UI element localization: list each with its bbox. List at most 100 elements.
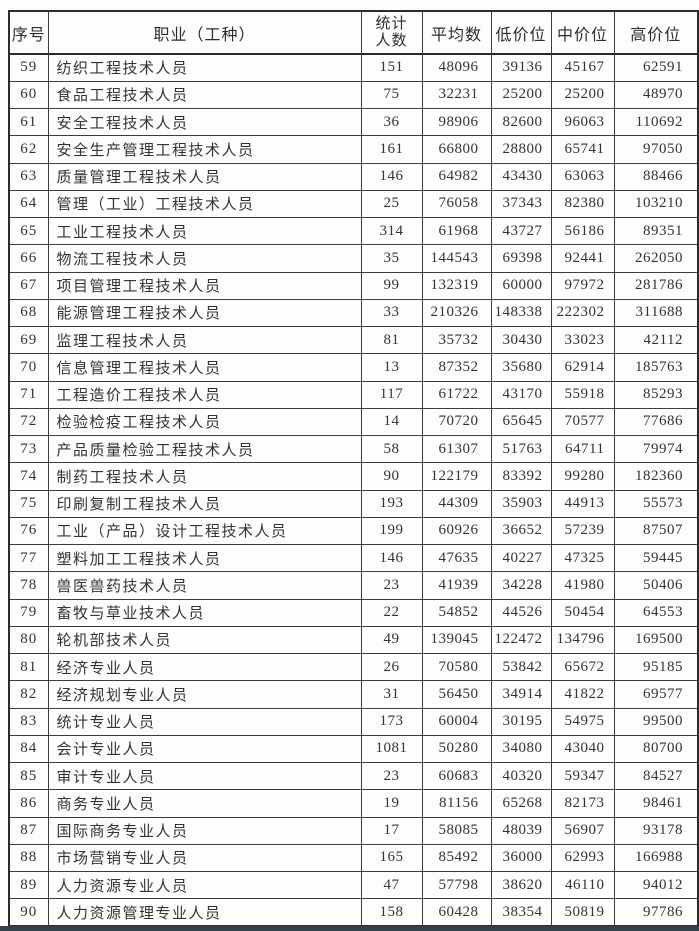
cell-mid-price: 134796 — [550, 625, 615, 655]
cell-occupation: 印刷复制工程技术人员 — [47, 489, 362, 518]
cell-mid-price: 50454 — [550, 598, 615, 627]
table-row: 71 工程造价工程技术人员 117 61722 43170 55918 8529… — [8, 380, 699, 409]
cell-no: 85 — [8, 761, 49, 791]
table-row: 84 会计专业人员 1081 50280 34080 43040 80700 — [8, 734, 699, 764]
table-row: 80 轮机部技术人员 49 139045 122472 134796 16950… — [8, 625, 699, 655]
table-row: 66 物流工程技术人员 35 144543 69398 92441 262050 — [8, 244, 699, 273]
cell-average: 64982 — [421, 162, 492, 191]
cell-high-price: 281786 — [613, 271, 699, 300]
cell-mid-price: 92441 — [550, 244, 615, 273]
cell-average: 60004 — [421, 707, 492, 736]
cell-mid-price: 33023 — [550, 325, 615, 355]
header-no: 序号 — [8, 10, 49, 55]
cell-occupation: 物流工程技术人员 — [47, 244, 362, 273]
cell-count: 117 — [360, 380, 423, 409]
cell-count: 49 — [360, 625, 423, 655]
table-row: 73 产品质量检验工程技术人员 58 61307 51763 64711 799… — [8, 434, 699, 464]
cell-no: 69 — [8, 325, 49, 355]
cell-average: 61722 — [421, 380, 492, 409]
table-row: 61 安全工程技术人员 36 98906 82600 96063 110692 — [8, 107, 699, 137]
cell-count: 193 — [360, 489, 423, 518]
cell-count: 81 — [360, 325, 423, 355]
cell-occupation: 人力资源管理专业人员 — [47, 898, 362, 927]
cell-average: 139045 — [421, 625, 492, 655]
cell-no: 89 — [8, 870, 49, 900]
cell-occupation: 经济规划专业人员 — [47, 680, 362, 709]
table-row: 74 制药工程技术人员 90 122179 83392 99280 182360 — [8, 462, 699, 491]
cell-low-price: 122472 — [490, 625, 552, 655]
header-mid-price: 中价位 — [550, 10, 615, 55]
cell-low-price: 40320 — [490, 761, 552, 791]
cell-count: 165 — [360, 843, 423, 873]
cell-high-price: 80700 — [613, 734, 699, 764]
table-row: 88 市场营销专业人员 165 85492 36000 62993 166988 — [8, 843, 699, 873]
cell-occupation: 商务专业人员 — [47, 789, 362, 818]
cell-low-price: 25200 — [490, 80, 552, 110]
cell-no: 88 — [8, 843, 49, 873]
cell-occupation: 人力资源专业人员 — [47, 870, 362, 900]
table-row: 63 质量管理工程技术人员 146 64982 43430 63063 8846… — [8, 162, 699, 191]
cell-high-price: 88466 — [613, 162, 699, 191]
cell-no: 83 — [8, 707, 49, 736]
cell-mid-price: 97972 — [550, 271, 615, 300]
cell-low-price: 36652 — [490, 516, 552, 546]
cell-occupation: 信息管理工程技术人员 — [47, 353, 362, 382]
cell-occupation: 国际商务专业人员 — [47, 816, 362, 845]
cell-high-price: 98461 — [613, 789, 699, 818]
cell-count: 151 — [360, 53, 423, 82]
cell-high-price: 89351 — [613, 216, 699, 246]
table-row: 62 安全生产管理工程技术人员 161 66800 28800 65741 97… — [8, 135, 699, 164]
cell-low-price: 38620 — [490, 870, 552, 900]
cell-high-price: 93178 — [613, 816, 699, 845]
cell-average: 60428 — [421, 898, 492, 927]
cell-average: 41939 — [421, 571, 492, 600]
cell-high-price: 182360 — [613, 462, 699, 491]
table-row: 86 商务专业人员 19 81156 65268 82173 98461 — [8, 789, 699, 818]
cell-count: 13 — [360, 353, 423, 382]
cell-mid-price: 65672 — [550, 652, 615, 682]
cell-occupation: 兽医兽药技术人员 — [47, 571, 362, 600]
table-header: 序号 职业（工种） 统计 人数 平均数 低价位 中价位 高价位 — [8, 10, 699, 55]
cell-low-price: 40227 — [490, 543, 552, 573]
table-row: 83 统计专业人员 173 60004 30195 54975 99500 — [8, 707, 699, 736]
table-row: 77 塑料加工工程技术人员 146 47635 40227 47325 5944… — [8, 543, 699, 573]
cell-mid-price: 45167 — [550, 53, 615, 82]
cell-high-price: 169500 — [613, 625, 699, 655]
cell-occupation: 塑料加工工程技术人员 — [47, 543, 362, 573]
cell-occupation: 纺织工程技术人员 — [47, 53, 362, 82]
cell-low-price: 30430 — [490, 325, 552, 355]
cell-mid-price: 62993 — [550, 843, 615, 873]
cell-low-price: 65645 — [490, 407, 552, 437]
cell-high-price: 59445 — [613, 543, 699, 573]
cell-occupation: 轮机部技术人员 — [47, 625, 362, 655]
cell-count: 314 — [360, 216, 423, 246]
header-high-price: 高价位 — [613, 10, 699, 55]
cell-low-price: 28800 — [490, 135, 552, 164]
cell-no: 72 — [8, 407, 49, 437]
cell-high-price: 185763 — [613, 353, 699, 382]
cell-no: 63 — [8, 162, 49, 191]
cell-mid-price: 44913 — [550, 489, 615, 518]
cell-no: 86 — [8, 789, 49, 818]
cell-high-price: 42112 — [613, 325, 699, 355]
cell-occupation: 能源管理工程技术人员 — [47, 298, 362, 328]
cell-average: 56450 — [421, 680, 492, 709]
cell-average: 132319 — [421, 271, 492, 300]
table-row: 79 畜牧与草业技术人员 22 54852 44526 50454 64553 — [8, 598, 699, 627]
cell-mid-price: 56186 — [550, 216, 615, 246]
cell-high-price: 311688 — [613, 298, 699, 328]
cell-low-price: 53842 — [490, 652, 552, 682]
cell-no: 62 — [8, 135, 49, 164]
cell-occupation: 食品工程技术人员 — [47, 80, 362, 110]
cell-occupation: 工业工程技术人员 — [47, 216, 362, 246]
cell-average: 85492 — [421, 843, 492, 873]
cell-no: 65 — [8, 216, 49, 246]
cell-no: 77 — [8, 543, 49, 573]
header-count-line1: 统计 — [375, 15, 408, 32]
cell-mid-price: 54975 — [550, 707, 615, 736]
cell-occupation: 产品质量检验工程技术人员 — [47, 434, 362, 464]
table-row: 59 纺织工程技术人员 151 48096 39136 45167 62591 — [8, 53, 699, 82]
cell-low-price: 43430 — [490, 162, 552, 191]
cell-occupation: 工业（产品）设计工程技术人员 — [47, 516, 362, 546]
cell-high-price: 50406 — [613, 571, 699, 600]
